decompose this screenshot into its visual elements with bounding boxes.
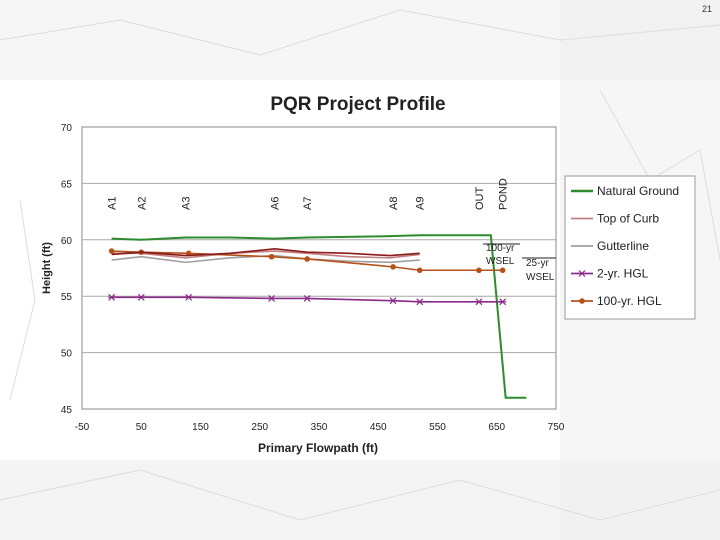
x-tick-label-650: 650	[488, 422, 505, 433]
x-tick-label-50: 50	[136, 422, 148, 433]
legend-box	[564, 175, 696, 320]
slide-number: 21	[701, 4, 712, 14]
gridlines	[82, 182, 556, 354]
wsel-label-100yr: 100-yr WSEL	[483, 243, 520, 267]
point-2-yr-hgl-5	[389, 297, 397, 305]
y-tick-label-50: 50	[61, 349, 73, 360]
y-tick-label-60: 60	[61, 236, 73, 247]
point-2-yr-hgl-3	[268, 295, 276, 302]
x-tick-label-150: 150	[192, 422, 209, 433]
series-group	[108, 234, 527, 399]
legend-marker-100-yr-hgl	[579, 298, 585, 304]
point-2-yr-hgl-1	[137, 293, 145, 301]
legend-label-2-yr-hgl: 2-yr. HGL	[597, 267, 649, 281]
point-2-yr-hgl-7	[475, 298, 483, 306]
chart-title: PQR Project Profile	[270, 94, 445, 115]
point-100-yr-hgl-6	[416, 267, 423, 274]
legend-label-top-of-curb: Top of Curb	[597, 212, 659, 226]
x-axis-label: Primary Flowpath (ft)	[258, 441, 378, 455]
point-2-yr-hgl-4	[303, 295, 311, 302]
series-line-series-5	[111, 248, 420, 257]
legend-marker-2-yr-hgl	[578, 270, 586, 277]
wsel-25yr-line1: 25-yr	[526, 258, 549, 269]
legend-label-natural-ground: Natural Ground	[597, 184, 679, 198]
station-label-pond: POND	[498, 178, 510, 210]
legend-label-100-yr-hgl: 100-yr. HGL	[597, 294, 662, 308]
series-line-top-of-curb	[111, 250, 420, 259]
station-label-a9: A9	[415, 197, 427, 210]
station-annotations: A1 A2 A3 A6 A7 A8 A9 OUT POND	[107, 178, 510, 210]
point-2-yr-hgl-0	[108, 293, 116, 301]
y-tick-label-70: 70	[61, 123, 73, 134]
y-tick-label-65: 65	[61, 179, 73, 190]
marker-stroke	[578, 270, 586, 277]
x-tick-label-450: 450	[370, 422, 387, 433]
x-tick-label-250: 250	[251, 422, 268, 433]
x-tick-label-550: 550	[429, 422, 446, 433]
wsel-100yr-line1: 100-yr	[486, 243, 515, 254]
point-2-yr-hgl-2	[185, 293, 193, 301]
point-100-yr-hgl-3	[268, 253, 275, 260]
station-label-out: OUT	[474, 187, 486, 211]
y-axis-ticks: 45 50 55 60 65 70	[61, 123, 73, 416]
station-label-a7: A7	[302, 197, 314, 210]
point-100-yr-hgl-8	[499, 267, 506, 274]
station-label-a8: A8	[388, 197, 400, 210]
point-100-yr-hgl-5	[390, 264, 396, 270]
y-tick-label-55: 55	[61, 292, 73, 303]
point-100-yr-hgl-4	[304, 256, 310, 262]
legend: Natural Ground Top of Curb Gutterline 2-yr.…	[564, 175, 696, 320]
wsel-label-25yr: 25-yr WSEL	[522, 257, 556, 283]
series-line-natural-ground	[111, 234, 527, 399]
legend-label-gutterline: Gutterline	[597, 239, 649, 253]
point-2-yr-hgl-8	[499, 298, 507, 306]
series-line-gutterline	[111, 254, 420, 264]
plot-area	[81, 126, 557, 410]
x-tick-label--50: -50	[75, 422, 90, 433]
wsel-100yr-line2: WSEL	[486, 256, 515, 267]
point-100-yr-hgl-0	[108, 248, 115, 254]
x-tick-label-350: 350	[311, 422, 328, 433]
point-100-yr-hgl-7	[476, 267, 482, 274]
y-tick-label-45: 45	[61, 405, 73, 416]
wsel-25yr-line2: WSEL	[526, 272, 555, 283]
x-axis-ticks: -50 50 150 250 350 450 550 650 750	[75, 422, 565, 433]
station-label-a6: A6	[270, 197, 282, 210]
station-label-a2: A2	[136, 197, 148, 210]
station-label-a3: A3	[181, 197, 193, 210]
point-2-yr-hgl-6	[416, 298, 424, 306]
y-axis-label: Height (ft)	[41, 242, 53, 294]
station-label-a1: A1	[107, 197, 119, 210]
x-tick-label-750: 750	[548, 422, 565, 433]
